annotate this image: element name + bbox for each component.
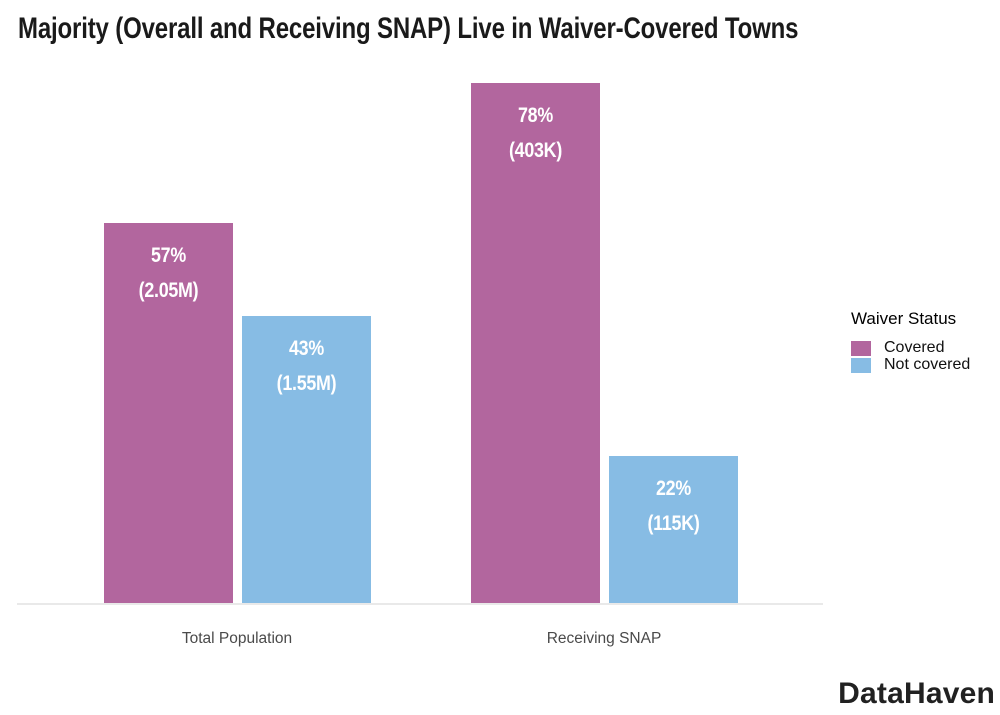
bar-count-text: (403K)	[508, 139, 562, 162]
legend-item-covered: Covered	[851, 339, 970, 356]
bar-count-text: (2.05M)	[138, 279, 198, 302]
bar-not-covered-total-population: 43% (1.55M)	[241, 316, 371, 603]
legend-label-not-covered: Not covered	[884, 356, 971, 373]
bar-value-label: 22% (115K)	[618, 471, 728, 541]
x-axis-label-receiving-snap: Receiving SNAP	[546, 630, 662, 647]
bar-value-label: 43% (1.55M)	[251, 331, 361, 401]
bar-not-covered-receiving-snap: 22% (115K)	[608, 456, 738, 603]
legend-title: Waiver Status	[851, 309, 957, 328]
bar-value-label: 57% (2.05M)	[113, 238, 223, 308]
legend-swatch-covered-icon	[851, 340, 871, 356]
legend: Waiver Status Covered Not covered	[851, 309, 970, 374]
x-axis-line	[17, 603, 823, 605]
bar-value-label: 78% (403K)	[480, 98, 590, 168]
legend-item-not-covered: Not covered	[851, 356, 971, 373]
bar-percent-text: 43%	[288, 337, 324, 361]
legend-swatch-not-covered-icon	[851, 357, 871, 373]
bar-percent-text: 78%	[517, 104, 553, 127]
legend-label-covered: Covered	[884, 339, 945, 356]
bar-covered-total-population: 57% (2.05M)	[103, 223, 233, 603]
chart-title: Majority (Overall and Receiving SNAP) Li…	[18, 12, 799, 45]
bar-percent-text: 22%	[655, 477, 691, 501]
bar-count-text: (1.55M)	[276, 372, 336, 396]
bar-percent-text: 57%	[150, 244, 186, 267]
bar-covered-receiving-snap: 78% (403K)	[470, 83, 600, 603]
bar-count-text: (115K)	[646, 512, 700, 536]
datahaven-logo: DataHaven	[838, 677, 995, 710]
x-axis-label-total-population: Total Population	[181, 630, 293, 647]
